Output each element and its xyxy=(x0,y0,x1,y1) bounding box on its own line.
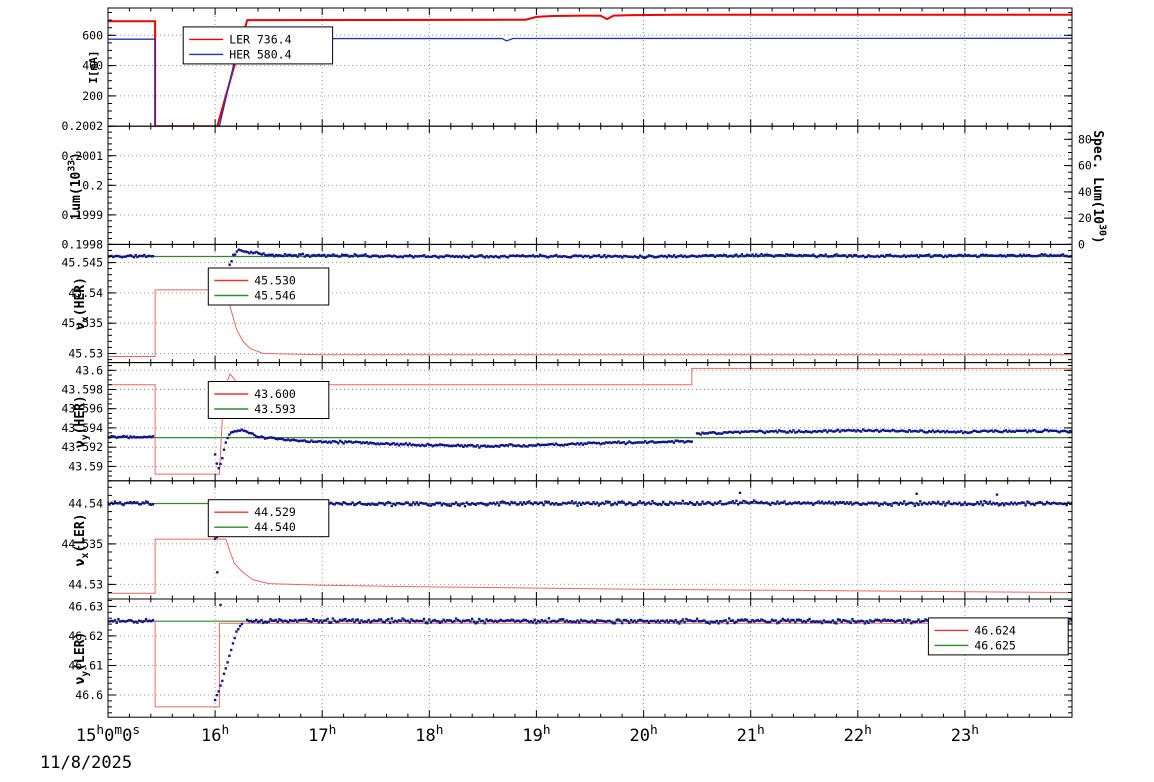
panel-luminosity-grid xyxy=(108,126,1072,245)
svg-text:0.2001: 0.2001 xyxy=(61,149,103,163)
svg-text:43.592: 43.592 xyxy=(61,440,103,454)
svg-text:60: 60 xyxy=(1078,159,1092,173)
panel-nuy-ler-series xyxy=(108,603,1072,708)
series-nux-ler-setpoint xyxy=(108,538,1072,594)
panel-nuy-ler-frame xyxy=(107,598,1073,718)
svg-text:46.62: 46.62 xyxy=(68,629,103,643)
panel-luminosity-ticks xyxy=(107,125,1073,245)
panel-nuy-ler-grid xyxy=(108,599,1072,718)
svg-text:46.6: 46.6 xyxy=(75,688,103,702)
svg-text:18h: 18h xyxy=(415,723,443,746)
svg-text:43.600: 43.600 xyxy=(254,387,296,401)
panel-nux-her: 45.53 45.535 45.54 45.545 νx(HER) 45.53045.54… xyxy=(61,243,1073,364)
svg-text:46.63: 46.63 xyxy=(68,599,103,613)
svg-text:45.54: 45.54 xyxy=(68,286,103,300)
svg-text:45.535: 45.535 xyxy=(61,316,103,330)
svg-text:45.530: 45.530 xyxy=(254,274,296,288)
svg-text:43.598: 43.598 xyxy=(61,383,103,397)
svg-text:22h: 22h xyxy=(844,723,872,746)
panel-nux-her-series xyxy=(108,248,1072,357)
svg-text:νx(LER): νx(LER) xyxy=(73,513,91,566)
svg-text:46.61: 46.61 xyxy=(68,658,103,672)
svg-text:45.546: 45.546 xyxy=(254,289,296,303)
svg-text:15h0m0s: 15h0m0s xyxy=(76,723,140,746)
svg-text:43.594: 43.594 xyxy=(61,421,103,435)
svg-text:40: 40 xyxy=(1078,185,1092,199)
series-nuy-her-setpoint xyxy=(108,367,1072,475)
svg-text:0.1999: 0.1999 xyxy=(61,208,103,222)
svg-text:νy(LER): νy(LER) xyxy=(73,632,91,685)
svg-text:44.54: 44.54 xyxy=(68,496,103,510)
svg-text:0.2002: 0.2002 xyxy=(61,119,103,133)
svg-text:0.1998: 0.1998 xyxy=(61,237,103,251)
svg-text:0: 0 xyxy=(1078,237,1085,251)
svg-text:21h: 21h xyxy=(737,723,765,746)
svg-text:44.53: 44.53 xyxy=(68,577,103,591)
svg-text:80: 80 xyxy=(1078,132,1092,146)
svg-text:200: 200 xyxy=(82,89,103,103)
svg-text:44.529: 44.529 xyxy=(254,505,296,519)
svg-text:LER 736.4: LER 736.4 xyxy=(229,32,291,46)
svg-text:600: 600 xyxy=(82,28,103,42)
svg-text:46.625: 46.625 xyxy=(974,638,1016,652)
series-nuy-her-measured xyxy=(108,428,1072,470)
panel-nux-ler-ticks xyxy=(107,480,1073,599)
svg-text:46.624: 46.624 xyxy=(974,623,1016,637)
panel-nuy-her-ticks xyxy=(107,362,1073,482)
series-beam-current-LER-current xyxy=(108,13,1072,127)
svg-text:20h: 20h xyxy=(629,723,657,746)
svg-text:44.535: 44.535 xyxy=(61,537,103,551)
svg-text:17h: 17h xyxy=(308,723,336,746)
series-nux-her-setpoint xyxy=(108,289,1072,357)
svg-text:43.596: 43.596 xyxy=(61,402,103,416)
panel-nuy-her-series xyxy=(108,367,1072,475)
svg-text:Lum(1033): Lum(1033) xyxy=(67,152,84,219)
series-nux-her-measured xyxy=(108,248,1072,291)
panel-nux-her-ticks xyxy=(107,243,1073,363)
svg-text:16h: 16h xyxy=(201,723,229,746)
svg-text:HER 580.4: HER 580.4 xyxy=(229,47,291,61)
svg-text:I[mA]: I[mA] xyxy=(87,51,100,84)
svg-text:Spec. Lum(1030): Spec. Lum(1030) xyxy=(1090,130,1107,244)
svg-text:νx(HER): νx(HER) xyxy=(73,277,91,330)
svg-text:23h: 23h xyxy=(951,723,979,746)
svg-text:0.2: 0.2 xyxy=(82,178,103,192)
x-axis-labels: 15h0m0s 16h 17h 18h 19h 20h 21h 22h 23h xyxy=(76,723,979,746)
svg-text:43.593: 43.593 xyxy=(254,402,296,416)
series-nuy-ler-measured xyxy=(108,603,1072,702)
panel-beam-current-ticks xyxy=(107,8,1073,127)
svg-text:45.545: 45.545 xyxy=(61,256,103,270)
svg-text:43.6: 43.6 xyxy=(75,363,103,377)
svg-text:νy(HER): νy(HER) xyxy=(73,395,91,448)
date-label: 11/8/2025 xyxy=(40,753,133,773)
svg-text:20: 20 xyxy=(1078,211,1092,225)
svg-text:19h: 19h xyxy=(522,723,550,746)
svg-text:44.540: 44.540 xyxy=(254,520,296,534)
panel-nuy-ler-ticks xyxy=(107,599,1073,718)
svg-text:43.59: 43.59 xyxy=(68,459,103,473)
svg-text:45.53: 45.53 xyxy=(68,347,103,361)
svg-text:400: 400 xyxy=(82,59,103,73)
